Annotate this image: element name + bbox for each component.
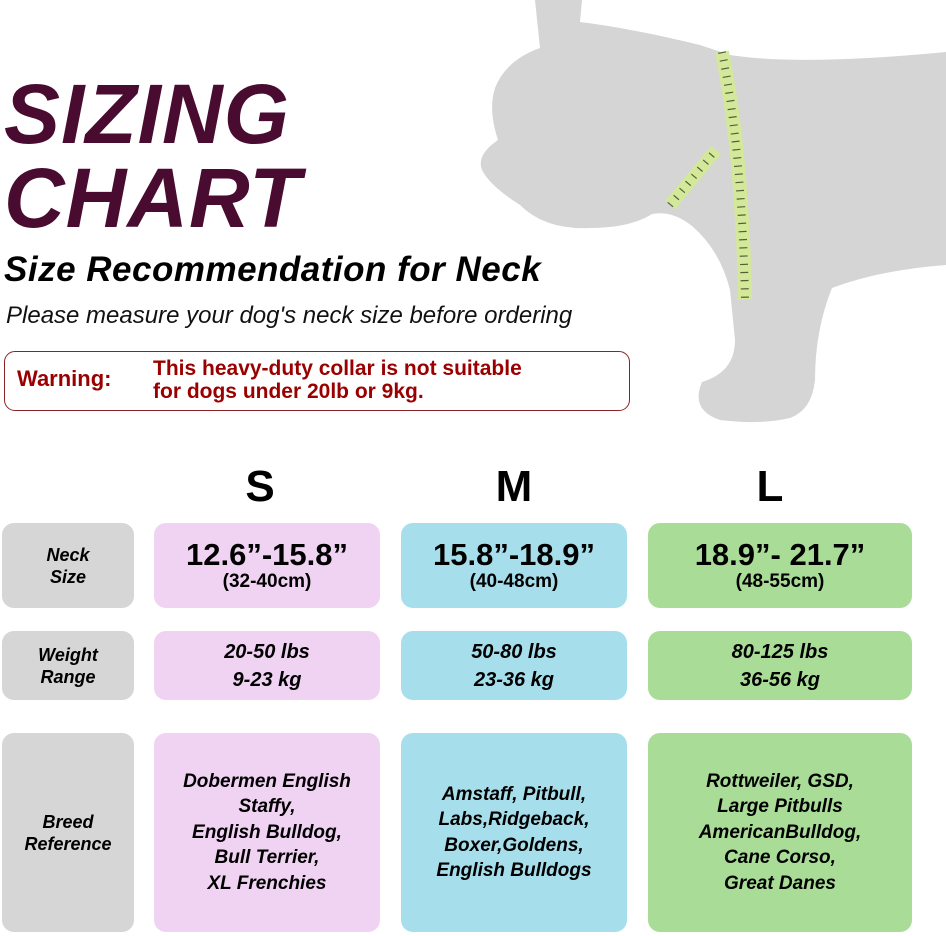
weight-kg: 36-56 kg: [739, 668, 821, 691]
breed-cell-l: Rottweiler, GSD, Large Pitbulls American…: [648, 733, 912, 932]
subtitle: Size Recommendation for Neck: [4, 250, 542, 289]
warning-text: This heavy-duty collar is not suitable f…: [153, 357, 522, 403]
measuring-tape-diagonal: [665, 145, 721, 210]
row-label-weight: Weight Range: [2, 631, 134, 700]
neck-cell-m: 15.8”-18.9” (40-48cm): [401, 523, 627, 608]
warning-label: Warning:: [17, 366, 112, 391]
neck-cm: (32-40cm): [222, 570, 312, 592]
weight-kg: 9-23 kg: [232, 668, 302, 691]
weight-cell-m: 50-80 lbs 23-36 kg: [401, 631, 627, 700]
size-header-m: M: [495, 462, 533, 511]
dog-body: [480, 0, 946, 423]
neck-cm: (48-55cm): [735, 570, 825, 592]
warning-box: Warning: This heavy-duty collar is not s…: [4, 351, 630, 411]
weight-lbs: 50-80 lbs: [471, 640, 557, 663]
title-line-1: SIZING: [4, 67, 291, 161]
breed-list: Rottweiler, GSD, Large Pitbulls American…: [698, 770, 862, 894]
row-label-breed: Breed Reference: [2, 733, 134, 932]
size-header-s: S: [245, 462, 275, 511]
size-header-l: L: [756, 462, 784, 511]
breed-cell-s: Dobermen English Staffy, English Bulldog…: [154, 733, 380, 932]
breed-list: Amstaff, Pitbull, Labs,Ridgeback, Boxer,…: [436, 783, 592, 882]
breed-cell-m: Amstaff, Pitbull, Labs,Ridgeback, Boxer,…: [401, 733, 627, 932]
neck-inches: 12.6”-15.8”: [186, 536, 348, 572]
weight-kg: 23-36 kg: [473, 668, 555, 691]
neck-cell-l: 18.9”- 21.7” (48-55cm): [648, 523, 912, 608]
measuring-tape-vertical-ticks: [718, 51, 749, 301]
weight-lbs: 20-50 lbs: [224, 640, 310, 663]
neck-inches: 18.9”- 21.7”: [694, 536, 866, 572]
title-line-2: CHART: [4, 151, 302, 245]
weight-lbs: 80-125 lbs: [731, 640, 829, 663]
neck-cm: (40-48cm): [469, 570, 559, 592]
neck-cell-s: 12.6”-15.8” (32-40cm): [154, 523, 380, 608]
weight-cell-s: 20-50 lbs 9-23 kg: [154, 631, 380, 700]
instruction-text: Please measure your dog's neck size befo…: [6, 302, 573, 329]
row-label-neck: Neck Size: [2, 523, 134, 608]
breed-list: Dobermen English Staffy, English Bulldog…: [183, 770, 351, 894]
neck-inches: 15.8”-18.9”: [433, 536, 595, 572]
weight-cell-l: 80-125 lbs 36-56 kg: [648, 631, 912, 700]
